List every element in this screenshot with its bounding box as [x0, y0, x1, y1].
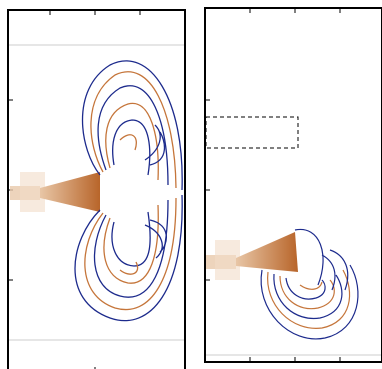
- page: {}: [0, 0, 382, 369]
- figure: [0, 0, 382, 369]
- right-panel: [205, 8, 382, 362]
- left-panel: [8, 10, 185, 369]
